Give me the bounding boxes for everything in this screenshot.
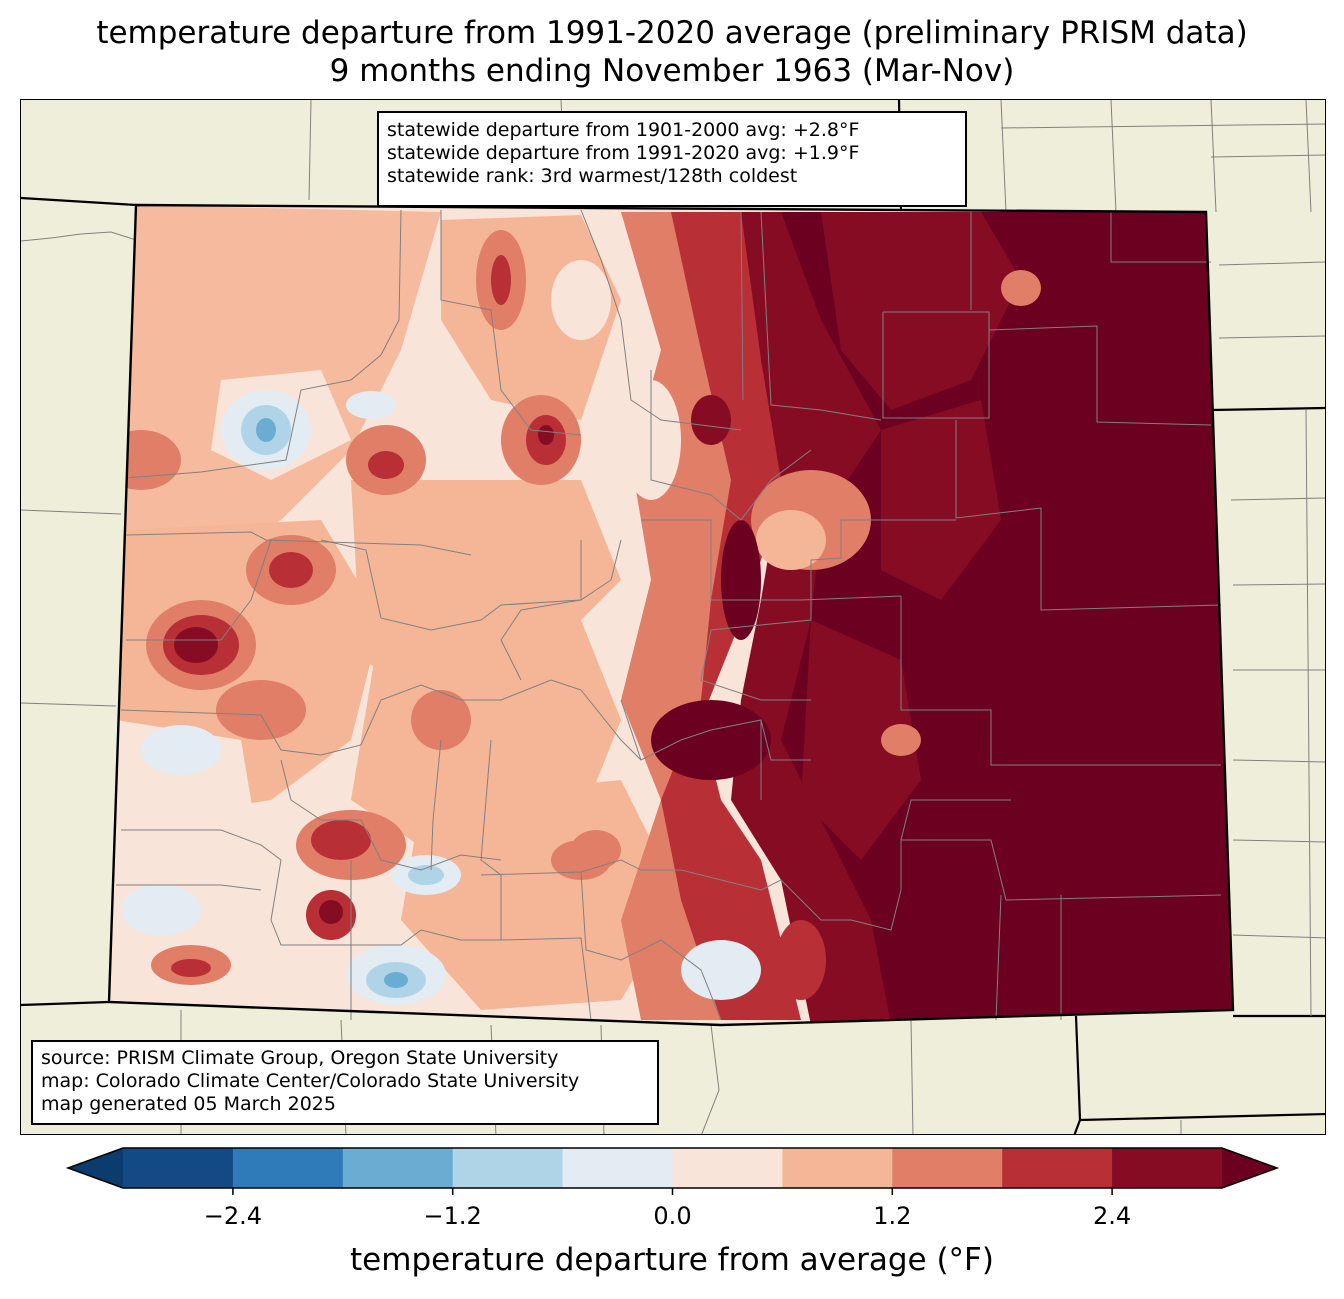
- colorbar-bins: [65, 1147, 1280, 1195]
- colorbar-bin: [452, 1148, 564, 1188]
- source-credits-box: source: PRISM Climate Group, Oregon Stat…: [31, 1040, 659, 1125]
- stats-departure-1901-2000: statewide departure from 1901-2000 avg: …: [387, 119, 860, 141]
- source-line: source: PRISM Climate Group, Oregon Stat…: [41, 1047, 559, 1069]
- colorbar-label: temperature departure from average (°F): [350, 1242, 994, 1278]
- generated-date-line: map generated 05 March 2025: [41, 1093, 336, 1115]
- colorbar-tick-label: 0.0: [653, 1202, 692, 1230]
- colorbar-tick-label: 1.2: [873, 1202, 912, 1230]
- colorbar-bin: [1112, 1148, 1223, 1188]
- colorado-temperature-map: [21, 100, 1325, 1134]
- colorado-county-lines: [116, 209, 1222, 1021]
- colorado-state-border: [107, 203, 1235, 1027]
- colorbar-outline: [65, 1147, 1280, 1189]
- colorbar-bin: [782, 1148, 893, 1188]
- colorbar-bin: [672, 1148, 783, 1188]
- colorbar-bin: [892, 1148, 1003, 1188]
- colorbar-bin: [123, 1148, 234, 1188]
- map-title-line-2: 9 months ending November 1963 (Mar-Nov): [329, 53, 1015, 89]
- colorbar-tick-label: 2.4: [1093, 1202, 1132, 1230]
- statewide-stats-box: statewide departure from 1901-2000 avg: …: [377, 111, 967, 207]
- colorbar-tick-label: −1.2: [423, 1202, 482, 1230]
- map-title-line-1: temperature departure from 1991-2020 ave…: [96, 15, 1248, 51]
- map-credit-line: map: Colorado Climate Center/Colorado St…: [41, 1070, 580, 1092]
- colorbar-extend-min: [68, 1148, 123, 1188]
- stats-departure-1991-2020: statewide departure from 1991-2020 avg: …: [387, 142, 860, 164]
- colorbar-bin: [232, 1148, 344, 1188]
- colorbar-extend-max: [1222, 1148, 1277, 1188]
- colorbar-bin: [342, 1148, 454, 1188]
- map-panel: [20, 99, 1326, 1135]
- temperature-field: [109, 205, 1233, 1025]
- colorbar-tick-label: −2.4: [203, 1202, 263, 1230]
- colorbar-bin: [1002, 1148, 1113, 1188]
- colorbar-bin: [562, 1148, 673, 1188]
- colorbar: [65, 1147, 1280, 1195]
- stats-rank: statewide rank: 3rd warmest/128th coldes…: [387, 165, 798, 187]
